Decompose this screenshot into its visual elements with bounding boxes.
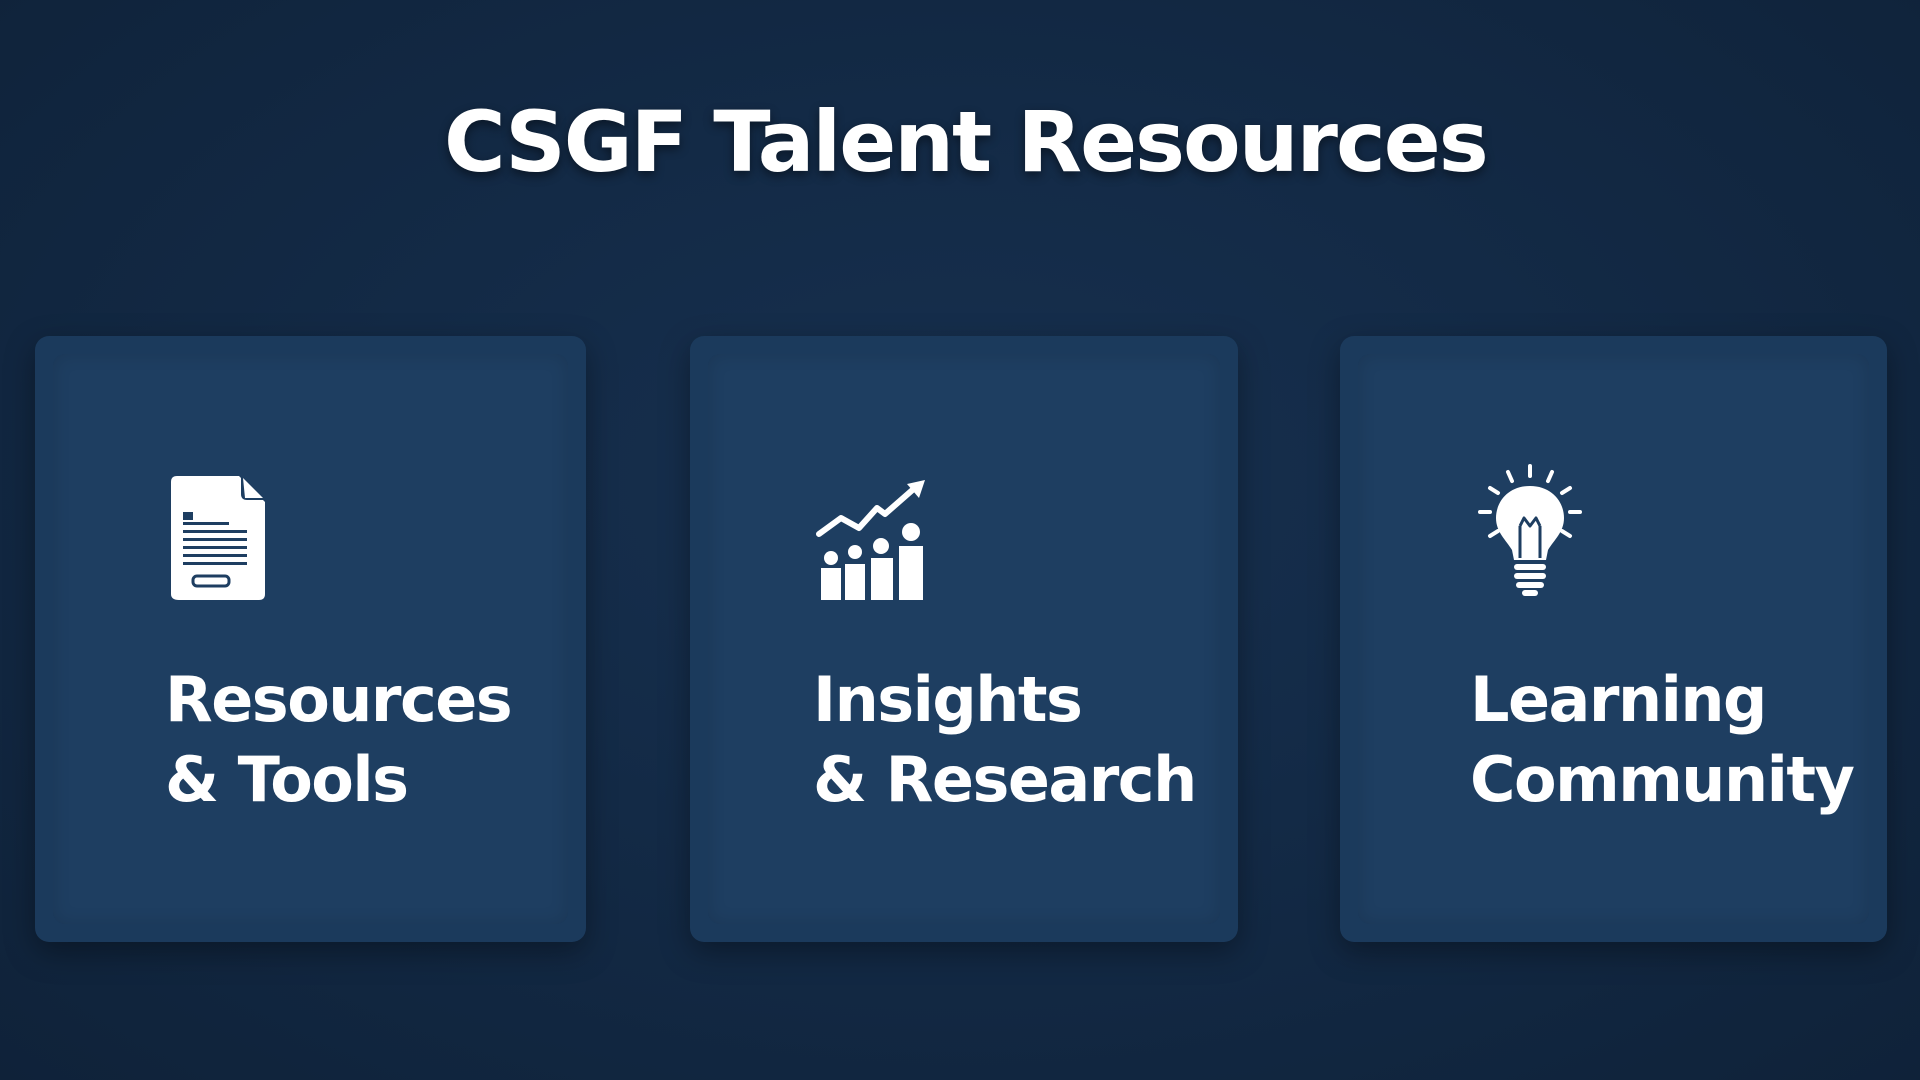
lightbulb-icon bbox=[1478, 464, 1582, 596]
card-resources-tools[interactable] bbox=[35, 336, 586, 942]
card-label-resources-tools: Resources & Tools bbox=[165, 660, 513, 820]
card-panel bbox=[53, 354, 568, 924]
page-title: CSGF Talent Resources bbox=[444, 93, 1489, 191]
card-label-line: Community bbox=[1470, 743, 1855, 816]
card-label-line: Insights bbox=[813, 663, 1083, 736]
card-label-line: Resources bbox=[165, 663, 513, 736]
document-icon bbox=[171, 476, 265, 600]
card-panel bbox=[708, 354, 1220, 924]
card-label-line: & Tools bbox=[165, 743, 409, 816]
card-panel bbox=[1358, 354, 1869, 924]
card-label-line: Learning bbox=[1470, 663, 1767, 736]
card-label-line: & Research bbox=[813, 743, 1197, 816]
card-label-insights-research: Insights & Research bbox=[813, 660, 1197, 820]
card-learning-community[interactable] bbox=[1340, 336, 1887, 942]
growth-chart-icon bbox=[816, 480, 925, 600]
card-label-learning-community: Learning Community bbox=[1470, 660, 1855, 820]
card-insights-research[interactable] bbox=[690, 336, 1238, 942]
